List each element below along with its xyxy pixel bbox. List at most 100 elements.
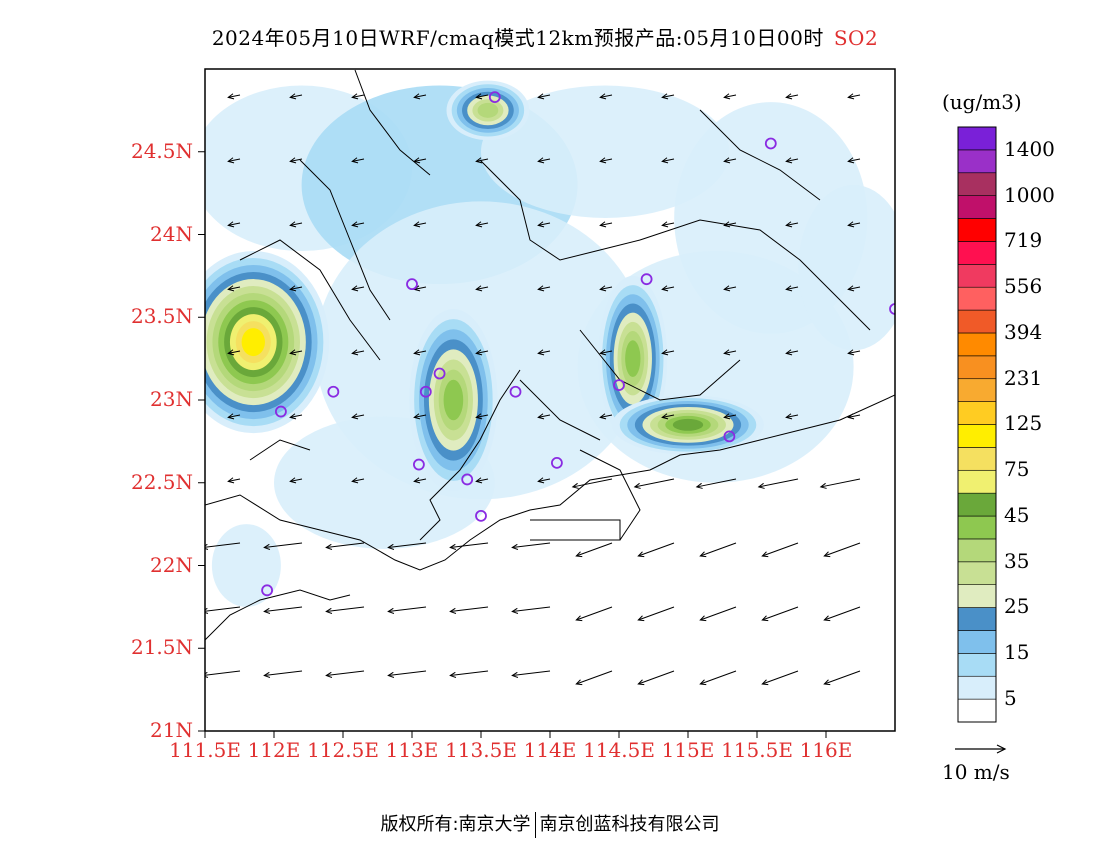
wind-arrow [538, 158, 551, 162]
wind-arrowhead [761, 615, 769, 622]
concentration-field [205, 80, 895, 607]
wind-arrowhead [599, 221, 607, 228]
wind-arrowhead [227, 477, 235, 484]
legend-label: 15 [1004, 640, 1030, 665]
wind-arrowhead [289, 157, 297, 164]
wind-arrow [352, 350, 365, 354]
legend-label: 394 [1004, 319, 1043, 344]
legend-swatch [957, 172, 997, 196]
wind-arrowhead [637, 679, 645, 686]
map-title: 2024年05月10日WRF/cmaq模式12km预报产品:05月10日00时 S… [0, 22, 1090, 51]
legend-swatch [957, 447, 997, 471]
wind-arrowhead [511, 671, 519, 678]
wind-arrow [228, 158, 241, 162]
wind-arrow [476, 94, 489, 98]
wind-arrowhead [723, 221, 731, 228]
wind-arrowhead [227, 221, 235, 228]
wind-arrow [848, 286, 861, 290]
wind-arrow [388, 670, 427, 677]
wind-arrow [205, 542, 241, 548]
wind-arrow [662, 350, 675, 354]
wind-arrow [700, 670, 737, 685]
wind-arrow [476, 286, 489, 290]
x-tick-label: 115.5E [721, 738, 793, 762]
plume-contour [625, 340, 641, 378]
wind-arrowhead [227, 349, 235, 356]
y-tick-label: 23.5N [130, 304, 193, 329]
station-marker [461, 473, 474, 486]
legend-swatch [957, 218, 997, 242]
wind-arrowhead [227, 93, 235, 100]
wind-arrow [290, 414, 303, 418]
concentration-wash [481, 85, 730, 218]
wind-arrow [824, 670, 861, 685]
legend-swatch [957, 630, 997, 654]
wind-arrowhead [599, 349, 607, 356]
wind-arrowhead [823, 679, 831, 686]
wind-arrow [600, 414, 613, 418]
legend-swatch [957, 332, 997, 357]
wind-arrow [700, 606, 737, 621]
wind-arrowhead [289, 477, 297, 484]
wind-arrowhead [325, 671, 333, 678]
wind-arrow [414, 286, 427, 290]
wind-arrow [538, 414, 551, 418]
wind-arrow [290, 478, 303, 482]
wind-arrowhead [449, 607, 457, 614]
wind-arrowhead [511, 607, 519, 614]
legend-swatch [957, 607, 997, 631]
wind-arrowhead [633, 482, 641, 489]
concentration-wash [798, 184, 895, 351]
wind-arrowhead [387, 671, 395, 678]
wind-arrow [476, 158, 489, 162]
wind-arrowhead [723, 157, 731, 164]
wind-arrow [662, 94, 675, 98]
legend-swatch [957, 424, 997, 448]
wind-arrowhead [847, 157, 855, 164]
legend-label: 231 [1004, 365, 1043, 390]
wind-arrowhead [289, 93, 297, 100]
legend-swatch [957, 675, 997, 700]
wind-arrow [228, 350, 241, 354]
y-tick-label: 24N [150, 221, 193, 246]
wind-arrowhead [511, 543, 519, 550]
wind-arrow [352, 94, 365, 98]
wind-arrowhead [661, 93, 669, 100]
legend-label: 75 [1004, 457, 1030, 482]
x-tick-label: 112E [247, 738, 301, 762]
wind-arrowhead [413, 477, 421, 484]
wind-arrowhead [387, 607, 395, 614]
wind-arrowhead [351, 413, 359, 420]
wind-arrowhead [599, 93, 607, 100]
wind-arrowhead [537, 477, 545, 484]
legend-swatch [957, 195, 997, 219]
wind-arrow [326, 542, 365, 549]
wind-arrow [352, 478, 365, 482]
legend-label: 45 [1004, 502, 1030, 527]
wind-arrow [662, 158, 675, 162]
station-marker [723, 430, 736, 443]
wind-arrow [264, 542, 303, 549]
legend-swatch [957, 378, 997, 402]
wind-arrow [786, 158, 799, 162]
wind-arrow [724, 414, 737, 418]
legend-swatch [957, 355, 997, 380]
wind-arrow [824, 606, 861, 621]
wind-arrow [264, 670, 303, 677]
wind-arrow [724, 158, 737, 162]
wind-arrowhead [537, 93, 545, 100]
station-marker [406, 278, 418, 291]
wind-arrow [228, 414, 241, 418]
wind-arrowhead [823, 551, 831, 558]
wind-arrow [638, 606, 675, 621]
wind-arrowhead [413, 413, 421, 420]
wind-arrowhead [757, 482, 765, 489]
wind-arrow [848, 158, 861, 162]
legend-label: 35 [1004, 548, 1030, 573]
wind-arrowhead [723, 93, 731, 100]
wind-arrow [600, 286, 613, 290]
legend-swatch [957, 264, 997, 288]
wind-arrowhead [351, 221, 359, 228]
wind-arrowhead [785, 93, 793, 100]
wind-arrow [762, 542, 799, 557]
